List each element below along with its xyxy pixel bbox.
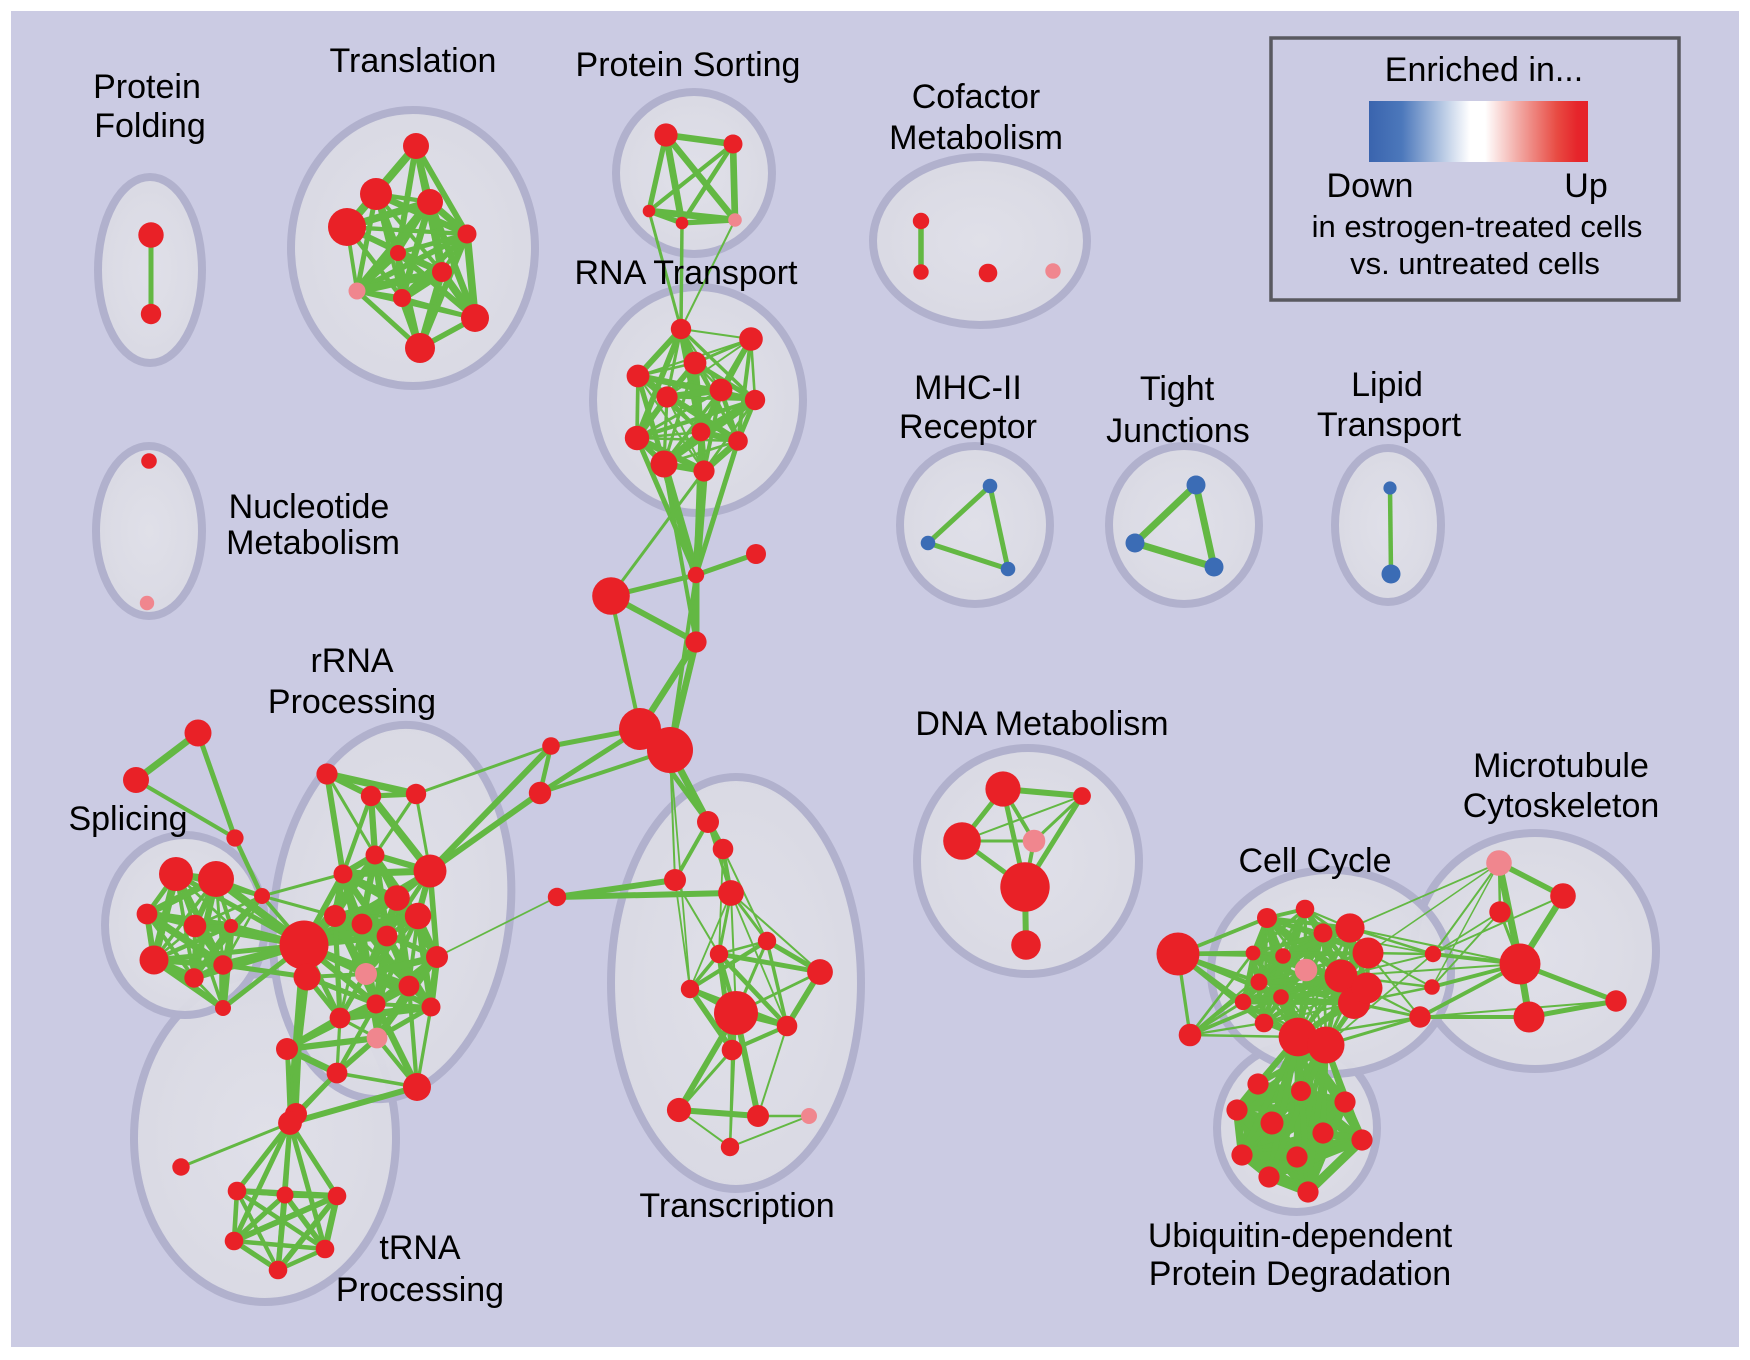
svg-text:MHC-II: MHC-II (914, 369, 1022, 407)
svg-text:Cofactor: Cofactor (912, 78, 1041, 116)
svg-text:Nucleotide: Nucleotide (229, 488, 390, 526)
svg-text:Transcription: Transcription (639, 1187, 834, 1225)
svg-text:Metabolism: Metabolism (889, 119, 1063, 157)
svg-text:Cytoskeleton: Cytoskeleton (1463, 787, 1660, 825)
svg-text:Tight: Tight (1140, 370, 1215, 408)
svg-text:Processing: Processing (336, 1271, 504, 1309)
svg-text:Ubiquitin-dependent: Ubiquitin-dependent (1148, 1217, 1453, 1255)
svg-text:Up: Up (1564, 167, 1607, 205)
svg-text:Protein: Protein (93, 68, 201, 106)
svg-text:Metabolism: Metabolism (226, 524, 400, 562)
svg-text:Receptor: Receptor (899, 408, 1037, 446)
svg-text:DNA Metabolism: DNA Metabolism (915, 705, 1168, 743)
svg-text:Enriched in...: Enriched in... (1385, 51, 1583, 89)
svg-text:Cell Cycle: Cell Cycle (1238, 842, 1391, 880)
svg-text:Processing: Processing (268, 683, 436, 721)
svg-text:Folding: Folding (94, 107, 206, 145)
svg-text:Splicing: Splicing (68, 800, 187, 838)
svg-text:Microtubule: Microtubule (1473, 747, 1649, 785)
svg-text:Protein Degradation: Protein Degradation (1149, 1255, 1451, 1293)
svg-text:Protein Sorting: Protein Sorting (576, 46, 801, 84)
svg-text:tRNA: tRNA (379, 1229, 461, 1267)
svg-text:Down: Down (1327, 167, 1414, 205)
svg-text:Junctions: Junctions (1106, 412, 1250, 450)
svg-text:Lipid: Lipid (1351, 366, 1423, 404)
svg-text:vs. untreated cells: vs. untreated cells (1350, 246, 1600, 281)
svg-text:Translation: Translation (330, 42, 497, 80)
svg-text:RNA Transport: RNA Transport (575, 254, 799, 292)
svg-text:in estrogen-treated cells: in estrogen-treated cells (1312, 209, 1643, 244)
svg-text:Transport: Transport (1317, 406, 1462, 444)
svg-text:rRNA: rRNA (310, 642, 393, 680)
